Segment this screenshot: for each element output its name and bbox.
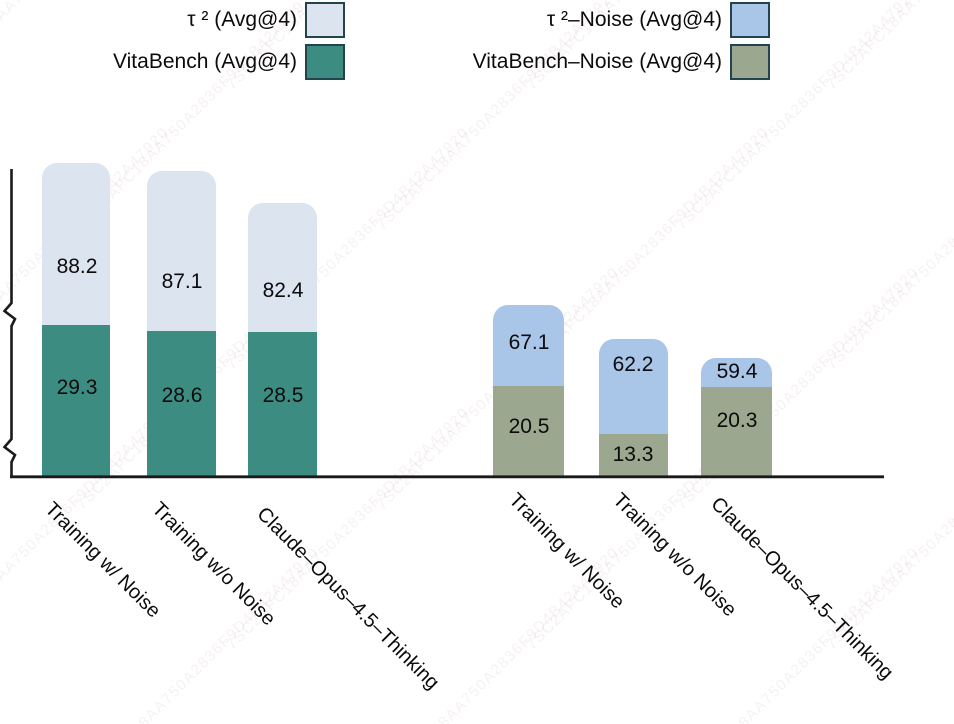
- bar-vitabench-noise-claude-opus: [701, 387, 772, 478]
- legend-item-tau2-noise: τ ²–Noise (Avg@4): [547, 2, 770, 38]
- bar-value-label: 13.3: [612, 443, 654, 466]
- bar-value-label: 28.5: [262, 384, 304, 407]
- bar-value-label: 87.1: [161, 270, 203, 293]
- bar-vitabench-training-w-noise: [42, 325, 110, 478]
- legend-label-vitabench-noise: VitaBench–Noise (Avg@4): [472, 50, 722, 73]
- tick-label: Claude–Opus–4.5–Thinking: [252, 503, 444, 694]
- bar-value-label: 88.2: [56, 255, 98, 278]
- bar-value-label: 82.4: [262, 279, 304, 302]
- tick-label: Claude–Opus–4.5–Thinking: [706, 493, 898, 684]
- y-axis-with-breaks: [2, 169, 17, 477]
- legend-item-vitabench-noise: VitaBench–Noise (Avg@4): [473, 44, 770, 80]
- bar-value-label: 59.4: [716, 360, 758, 383]
- legend-swatch-tau2: [305, 2, 345, 38]
- bar-vitabench-claude-opus: [248, 332, 317, 478]
- legend-item-tau2: τ ² (Avg@4): [187, 2, 345, 38]
- legend-swatch-vitabench-noise: [730, 44, 770, 80]
- watermark-text: 7SC2AFC18AA750A2836F9D4B42A47920: [823, 0, 954, 93]
- bar-value-label: 62.2: [612, 353, 654, 376]
- bar-value-label: 28.6: [161, 384, 203, 407]
- legend-label-tau2: τ ² (Avg@4): [187, 8, 297, 31]
- tick-label: Training w/ Noise: [40, 498, 165, 623]
- bar-vitabench-training-wo-noise: [147, 331, 216, 478]
- bar-value-label: 67.1: [508, 331, 550, 354]
- legend-swatch-vitabench: [305, 44, 345, 80]
- bar-vitabench-noise-training-w-noise: [493, 386, 564, 478]
- legend-label-vitabench: VitaBench (Avg@4): [113, 50, 297, 73]
- watermark-text: 7SC2AFC18AA750A2836F9D4B42A47920: [823, 123, 954, 374]
- legend-swatch-tau2-noise: [730, 2, 770, 38]
- bar-vitabench-noise-training-wo-noise: [599, 434, 668, 478]
- bar-value-label: 29.3: [56, 376, 98, 399]
- legend-item-vitabench: VitaBench (Avg@4): [113, 44, 345, 80]
- legend-label-tau2-noise: τ ²–Noise (Avg@4): [546, 8, 722, 31]
- bar-value-label: 20.5: [508, 415, 550, 438]
- bar-value-label: 20.3: [716, 409, 758, 432]
